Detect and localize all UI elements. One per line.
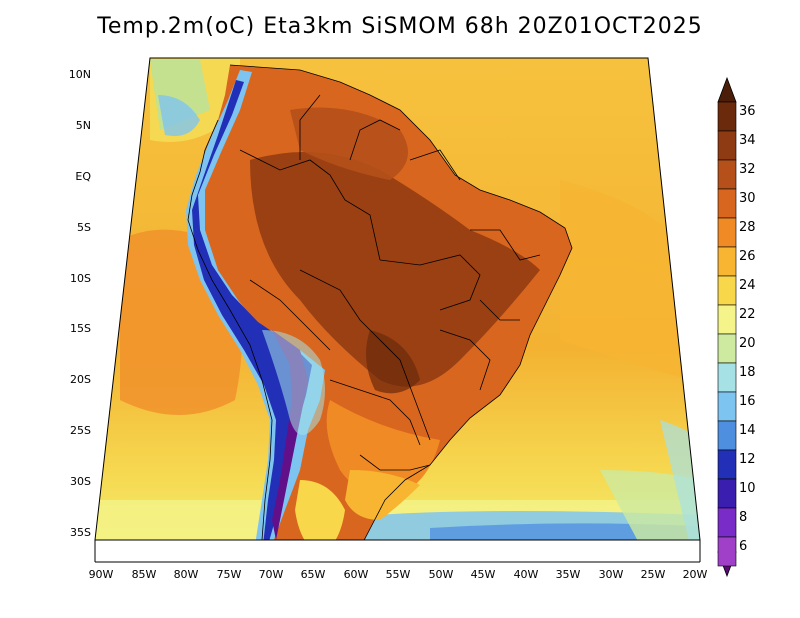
colorbar-swatch xyxy=(717,478,737,509)
lat-label: EQ xyxy=(75,170,91,183)
map-title: Temp.2m(oC) Eta3km SiSMOM 68h 20Z01OCT20… xyxy=(97,14,703,39)
colorbar: 36 34 32 30 28 26 24 22 20 18 16 14 12 1… xyxy=(717,76,756,578)
colorbar-label: 18 xyxy=(739,365,756,380)
colorbar-label: 10 xyxy=(739,481,756,496)
colorbar-swatch xyxy=(717,507,737,538)
longitude-axis: 90W 85W 80W 75W 70W 65W 60W 55W 50W 45W … xyxy=(89,568,708,581)
lon-label: 80W xyxy=(174,568,199,581)
lon-label: 75W xyxy=(217,568,242,581)
colorbar-swatch xyxy=(717,304,737,335)
colorbar-swatch xyxy=(717,391,737,422)
colorbar-swatch xyxy=(717,536,737,567)
lat-label: 35S xyxy=(70,526,91,539)
colorbar-swatch xyxy=(717,188,737,219)
latitude-axis: 10N 5N EQ 5S 10S 15S 20S 25S 30S 35S xyxy=(69,68,92,539)
lon-label: 30W xyxy=(599,568,624,581)
colorbar-swatch xyxy=(717,130,737,161)
colorbar-label: 6 xyxy=(739,539,747,554)
lat-label: 5S xyxy=(77,221,91,234)
colorbar-label: 14 xyxy=(739,423,756,438)
colorbar-swatch xyxy=(717,217,737,248)
lon-label: 65W xyxy=(301,568,326,581)
colorbar-top-arrow xyxy=(717,76,737,103)
lat-label: 10N xyxy=(69,68,91,81)
colorbar-label: 34 xyxy=(739,133,756,148)
lon-label: 60W xyxy=(344,568,369,581)
lon-label: 90W xyxy=(89,568,114,581)
lon-label: 35W xyxy=(556,568,581,581)
lat-label: 10S xyxy=(70,272,91,285)
colorbar-swatch xyxy=(717,101,737,132)
lon-label: 50W xyxy=(429,568,454,581)
colorbar-swatch xyxy=(717,246,737,277)
lat-label: 15S xyxy=(70,322,91,335)
lon-label: 70W xyxy=(259,568,284,581)
lat-label: 30S xyxy=(70,475,91,488)
colorbar-label: 26 xyxy=(739,249,756,264)
lat-label: 25S xyxy=(70,424,91,437)
country-borders xyxy=(187,64,573,540)
lon-label: 20W xyxy=(683,568,708,581)
colorbar-label: 28 xyxy=(739,220,756,235)
colorbar-swatch xyxy=(717,362,737,393)
colorbar-label: 22 xyxy=(739,307,756,322)
colorbar-label: 24 xyxy=(739,278,756,293)
lon-label: 45W xyxy=(471,568,496,581)
colorbar-label: 8 xyxy=(739,510,747,525)
colorbar-swatch xyxy=(717,420,737,451)
lon-label: 55W xyxy=(386,568,411,581)
temperature-field xyxy=(95,58,700,540)
colorbar-label: 32 xyxy=(739,162,756,177)
colorbar-swatch xyxy=(717,275,737,306)
colorbar-swatch xyxy=(717,449,737,480)
colorbar-label: 30 xyxy=(739,191,756,206)
lat-label: 20S xyxy=(70,373,91,386)
colorbar-swatch xyxy=(717,159,737,190)
colorbar-swatch xyxy=(717,333,737,364)
lat-label: 5N xyxy=(76,119,91,132)
colorbar-label: 12 xyxy=(739,452,756,467)
lon-label: 25W xyxy=(641,568,666,581)
colorbar-label: 20 xyxy=(739,336,756,351)
lon-label: 85W xyxy=(132,568,157,581)
colorbar-label: 36 xyxy=(739,104,756,119)
lon-label: 40W xyxy=(514,568,539,581)
colorbar-label: 16 xyxy=(739,394,756,409)
